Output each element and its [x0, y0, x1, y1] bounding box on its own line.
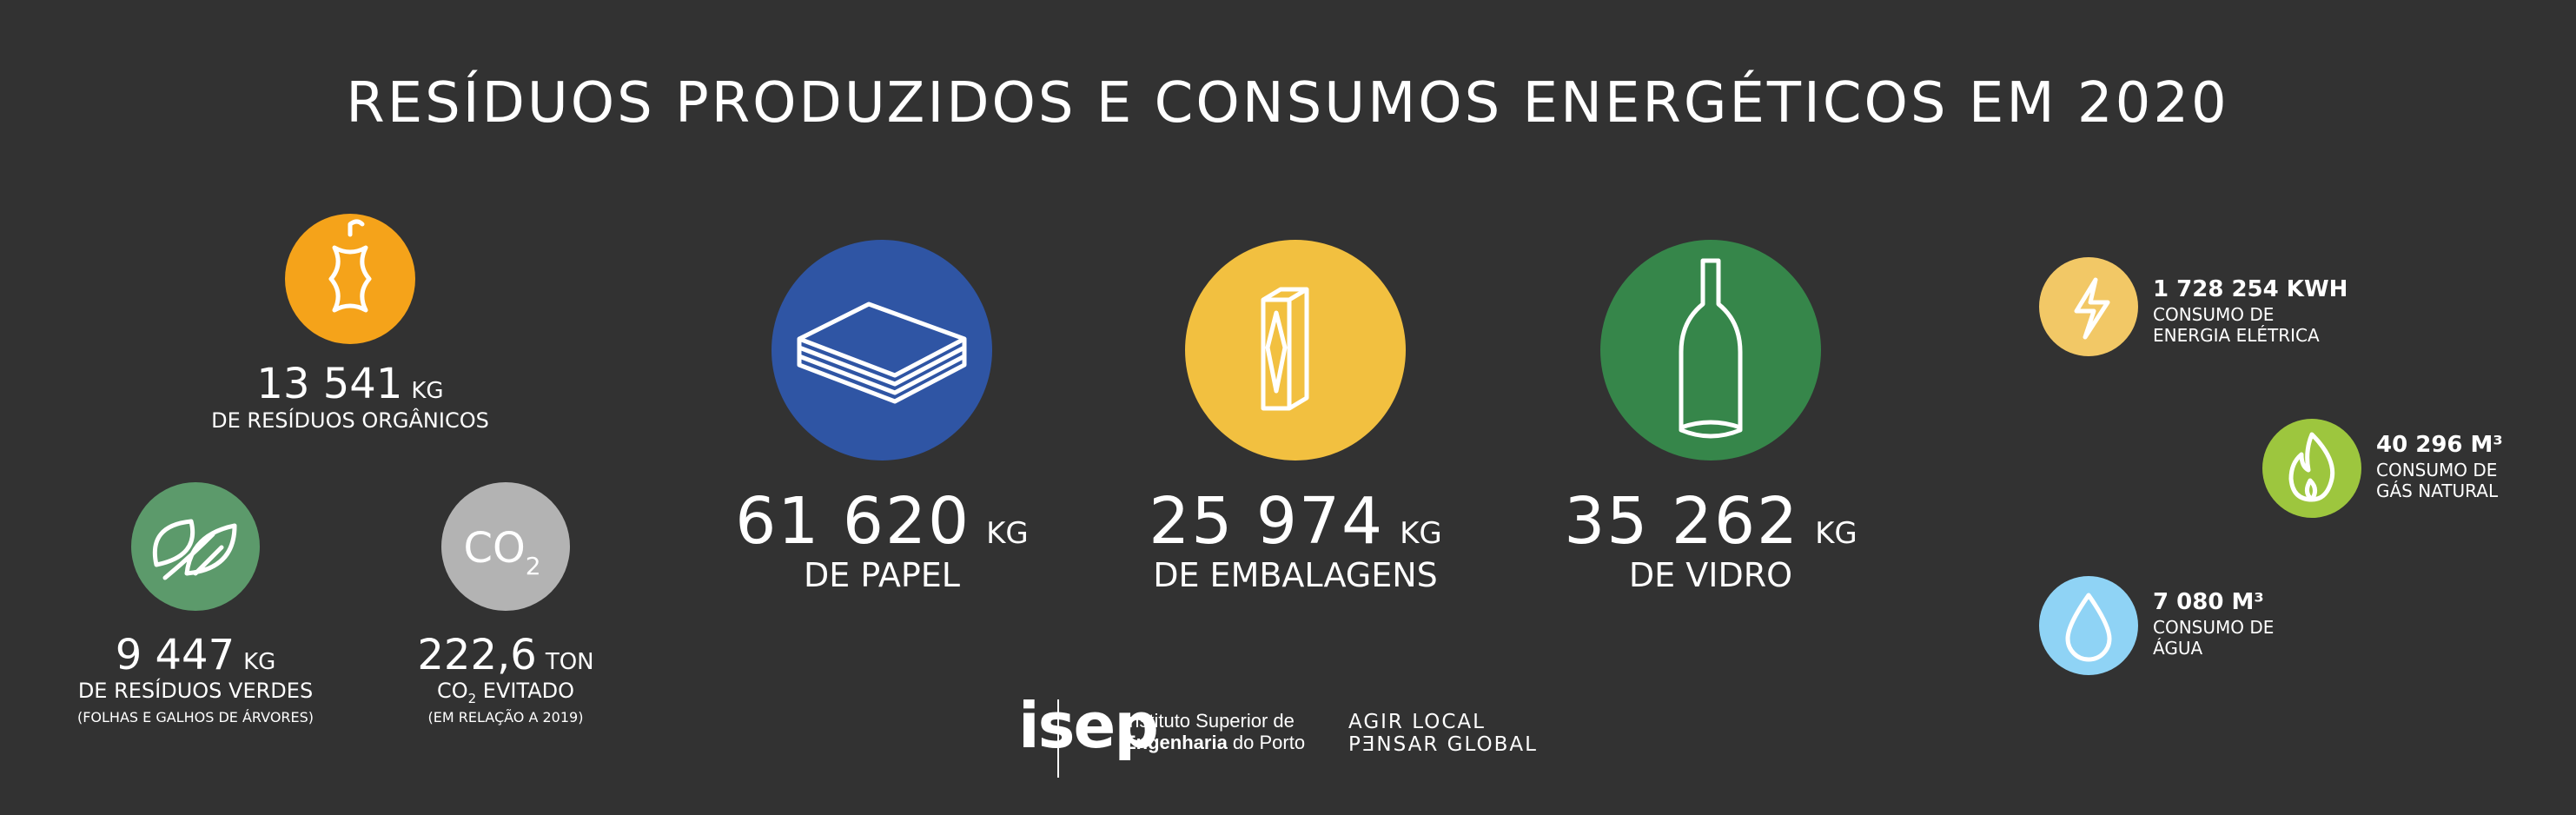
gas-icon — [2262, 419, 2361, 518]
co2-label: CO2 EVITADO — [437, 679, 574, 706]
organic-icon — [285, 214, 415, 344]
main-label: DE EMBALAGENS — [1153, 556, 1438, 594]
energy-label: CONSUMO DE — [2153, 617, 2274, 638]
main-items: 61 620 KG DE PAPEL 25 974 KG DE EMBALAGENS 35 … — [735, 484, 1858, 594]
main-label: DE PAPEL — [804, 556, 960, 594]
energy-label: GÁS NATURAL — [2376, 480, 2499, 501]
co2-icon — [441, 482, 570, 611]
energy-label: ÁGUA — [2153, 638, 2202, 659]
green-note: (FOLHAS E GALHOS DE ÁRVORES) — [77, 709, 314, 726]
organic-value: 13 541 KG — [256, 360, 443, 408]
slogan-line-1: AGIR LOCAL — [1348, 711, 1486, 733]
title: RESÍDUOS PRODUZIDOS E CONSUMOS ENERGÉTIC… — [346, 70, 2229, 136]
slogan-line-2: PƎNSAR GLOBAL — [1348, 733, 1538, 756]
bottle-icon — [1600, 240, 1821, 461]
flame — [2288, 432, 2335, 502]
main-unit: KG — [986, 516, 1029, 551]
institute-line-2: Engenharia do Porto — [1123, 732, 1305, 753]
main-value: 61 620 KG — [735, 484, 1029, 559]
main-number: 25 974 — [1149, 484, 1384, 559]
leaves — [152, 519, 237, 580]
co2-icon-text: CO2 — [463, 524, 540, 580]
drop — [2065, 593, 2112, 662]
energy-value: 40 296 M³ — [2376, 432, 2503, 458]
main-number: 61 620 — [735, 484, 970, 559]
energy-value: 7 080 M³ — [2153, 589, 2264, 615]
institute-line-1: Instituto Superior de — [1123, 710, 1295, 732]
bottle — [1679, 258, 1743, 439]
apple-core — [328, 219, 372, 313]
energy-label: CONSUMO DE — [2376, 460, 2497, 480]
organic-label: DE RESÍDUOS ORGÂNICOS — [211, 408, 489, 433]
paper-icon — [771, 240, 992, 461]
bolt — [2074, 277, 2110, 340]
energy-label: ENERGIA ELÉTRICA — [2153, 325, 2320, 346]
green-label: DE RESÍDUOS VERDES — [78, 678, 313, 703]
green-value: 9 447 KG — [116, 631, 276, 679]
main-unit: KG — [1815, 516, 1858, 551]
main-unit: KG — [1400, 516, 1442, 551]
energy-label: CONSUMO DE — [2153, 304, 2274, 325]
package-icon — [1185, 240, 1406, 461]
energy-value: 1 728 254 KWH — [2153, 276, 2348, 302]
main-number: 35 262 — [1564, 484, 1799, 559]
water-icon — [2039, 576, 2138, 675]
electricity-icon — [2039, 257, 2138, 356]
paper-stack — [797, 301, 967, 404]
main-value: 25 974 KG — [1149, 484, 1442, 559]
main-label: DE VIDRO — [1629, 556, 1792, 594]
co2-note: (EM RELAÇÃO A 2019) — [428, 709, 584, 726]
co2-value: 222,6 TON — [417, 631, 593, 679]
carton — [1261, 287, 1309, 411]
main-value: 35 262 KG — [1564, 484, 1858, 559]
isep-logo: isep — [1018, 689, 1157, 762]
